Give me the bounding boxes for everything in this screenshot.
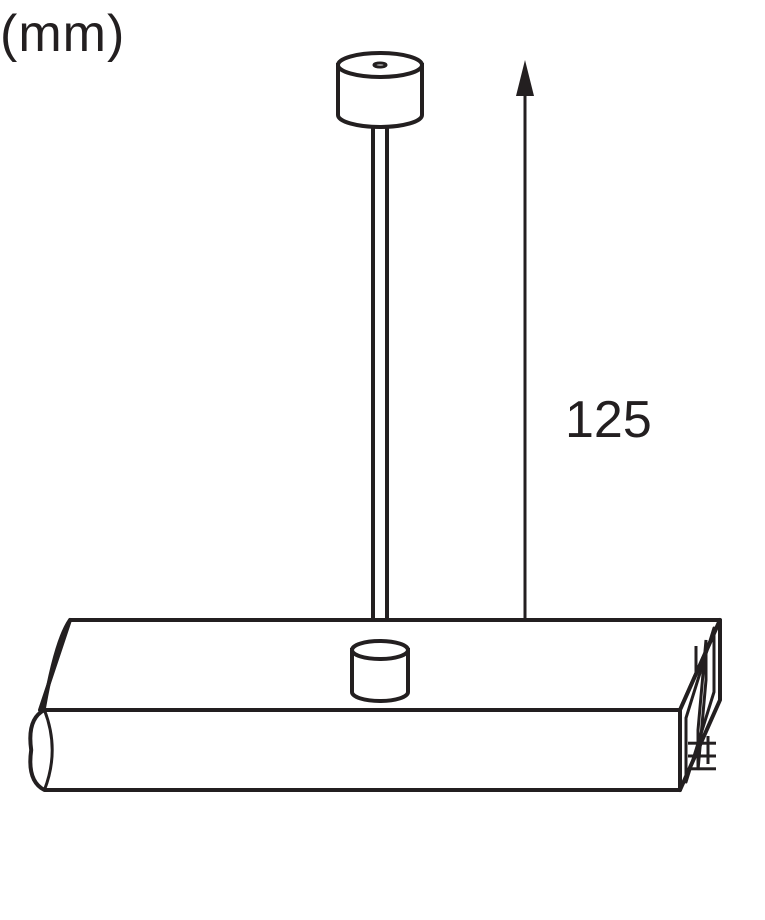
technical-drawing <box>0 0 765 920</box>
diagram-canvas: (mm) 125 <box>0 0 765 920</box>
